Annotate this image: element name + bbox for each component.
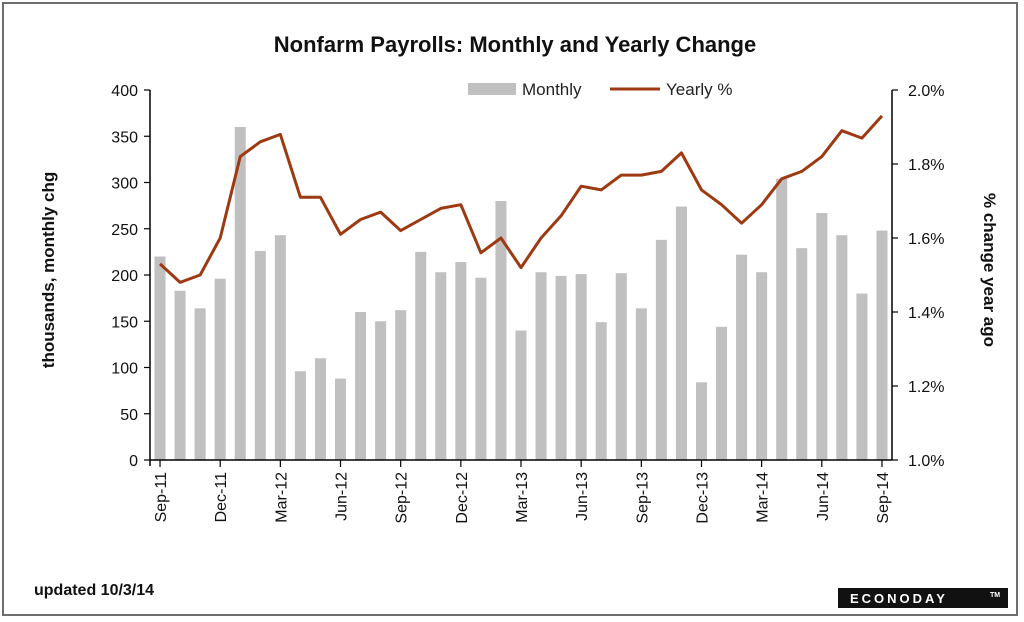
- bar-Sep-13: [635, 308, 647, 460]
- legend: Monthly Yearly %: [468, 80, 732, 99]
- updated-note: updated 10/3/14: [34, 582, 154, 599]
- left-axis-title: thousands, monthly chg: [39, 172, 58, 368]
- legend-monthly-label: Monthly: [522, 80, 582, 99]
- bar-Mar-14: [756, 272, 768, 460]
- bar-May-14: [796, 248, 808, 460]
- bar-Oct-11: [174, 290, 186, 460]
- left-tick-label: 0: [129, 453, 138, 470]
- x-tick-label: Mar-12: [273, 472, 290, 523]
- bar-Apr-13: [535, 272, 547, 460]
- left-tick-label: 200: [111, 268, 138, 285]
- x-tick-label: Jun-12: [334, 472, 351, 521]
- x-tick-label: Mar-13: [514, 472, 531, 523]
- x-tick-label: Mar-14: [755, 472, 772, 523]
- bar-Nov-12: [435, 272, 447, 460]
- legend-yearly-label: Yearly %: [666, 80, 732, 99]
- bar-Jan-14: [716, 326, 728, 460]
- bar-Oct-13: [655, 239, 667, 460]
- right-axis-title: % change year ago: [980, 193, 999, 347]
- bar-Jul-12: [355, 312, 367, 460]
- x-tick-label: Sep-13: [634, 472, 651, 524]
- bar-Feb-13: [495, 201, 507, 460]
- bar-May-13: [555, 275, 567, 460]
- bar-Dec-13: [695, 382, 707, 460]
- left-tick-label: 50: [120, 407, 138, 424]
- econoday-logo: ECONODAY TM: [838, 588, 1008, 608]
- bar-May-12: [314, 358, 326, 460]
- bar-Aug-14: [856, 293, 868, 460]
- bar-Dec-11: [214, 278, 226, 460]
- right-tick-label: 1.2%: [908, 379, 944, 396]
- bar-Jun-12: [335, 378, 347, 460]
- left-tick-label: 300: [111, 176, 138, 193]
- bar-Sep-14: [876, 230, 888, 460]
- bar-Aug-12: [375, 321, 387, 460]
- bar-Mar-13: [515, 330, 527, 460]
- yearly-line-layer: [159, 114, 884, 284]
- right-tick-label: 1.0%: [908, 453, 944, 470]
- bar-Jan-12: [234, 127, 246, 460]
- yearly-line: [159, 114, 884, 284]
- bar-Feb-12: [254, 250, 266, 460]
- left-tick-label: 100: [111, 361, 138, 378]
- logo-tm: TM: [990, 592, 1000, 599]
- monthly-bars: [154, 127, 888, 461]
- chart-frame: [2, 2, 1018, 616]
- bar-Feb-14: [736, 254, 748, 460]
- bar-Nov-13: [675, 206, 687, 460]
- axes: 0 50 100 150 200 250 300 350 400 1.0% 1.2% 1.4% 1.6%…: [111, 83, 944, 524]
- x-tick-label: Jun-13: [574, 472, 591, 521]
- x-tick-label: Sep-12: [394, 472, 411, 524]
- bar-Apr-14: [776, 178, 788, 461]
- right-tick-label: 1.8%: [908, 157, 944, 174]
- x-tick-label: Jun-14: [815, 472, 832, 521]
- bar-Sep-12: [395, 310, 407, 460]
- logo-background: [838, 588, 1008, 608]
- left-tick-label: 150: [111, 314, 138, 331]
- right-tick-label: 1.6%: [908, 231, 944, 248]
- bar-Jul-14: [836, 235, 848, 460]
- right-tick-label: 2.0%: [908, 83, 944, 100]
- bar-Jan-13: [475, 277, 487, 460]
- left-tick-label: 350: [111, 129, 138, 146]
- left-tick-label: 400: [111, 83, 138, 100]
- x-tick-label: Sep-14: [875, 472, 892, 524]
- bar-Jul-13: [595, 322, 607, 460]
- x-tick-label: Sep-11: [153, 472, 170, 523]
- bar-Mar-12: [274, 235, 286, 460]
- x-tick-label: Dec-11: [213, 472, 230, 522]
- legend-monthly-swatch: [468, 83, 516, 95]
- bar-Apr-12: [294, 371, 306, 460]
- bar-Aug-13: [615, 273, 627, 460]
- logo-text: ECONODAY: [850, 591, 948, 606]
- bar-Jun-14: [816, 213, 828, 460]
- bar-Oct-12: [415, 251, 427, 461]
- right-tick-label: 1.4%: [908, 305, 944, 322]
- bar-Jun-13: [575, 274, 587, 460]
- bar-Dec-12: [455, 262, 467, 460]
- x-tick-label: Dec-13: [694, 472, 711, 524]
- chart-title: Nonfarm Payrolls: Monthly and Yearly Cha…: [274, 32, 757, 57]
- left-tick-label: 250: [111, 222, 138, 239]
- bar-Nov-11: [194, 308, 206, 460]
- bar-Sep-11: [154, 256, 166, 460]
- x-tick-label: Dec-12: [454, 472, 471, 524]
